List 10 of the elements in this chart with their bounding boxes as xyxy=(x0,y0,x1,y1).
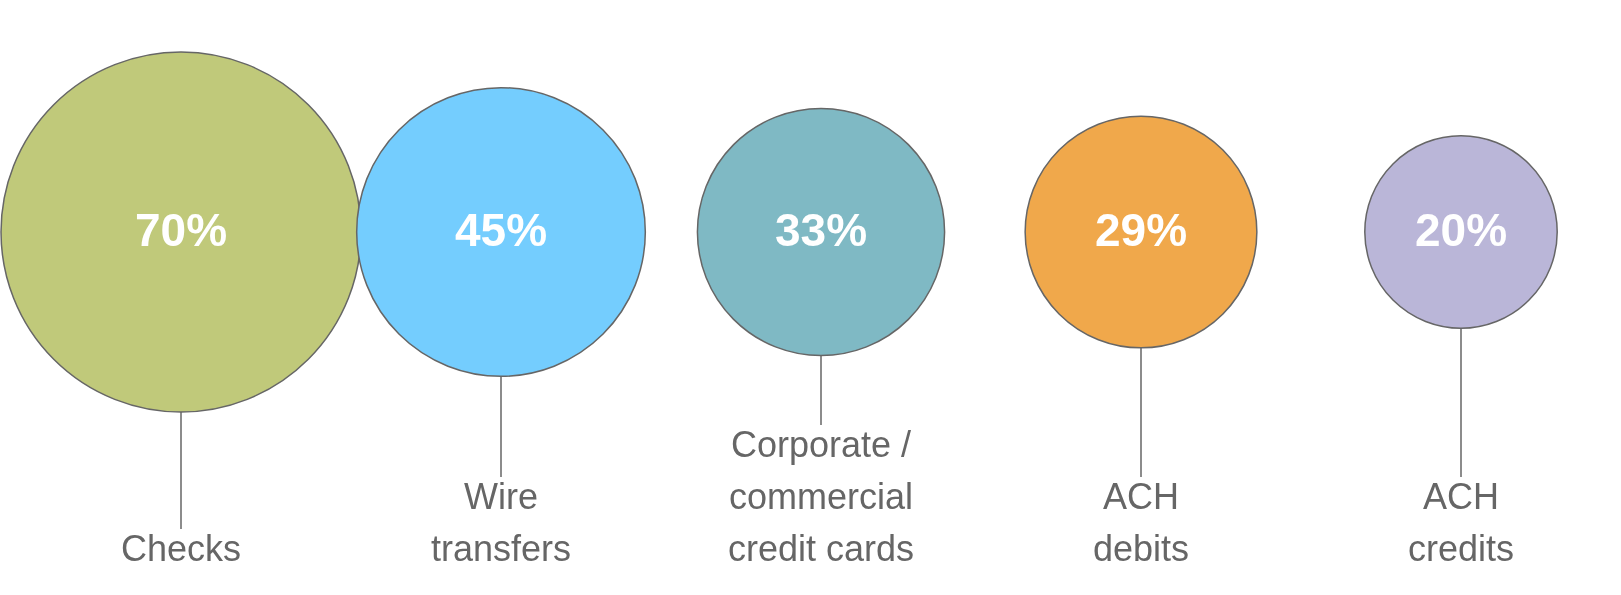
data-label: 29% xyxy=(1094,204,1188,256)
data-label: 45% xyxy=(454,204,548,256)
category-label: ACH credits xyxy=(1407,476,1515,569)
data-label: 20% xyxy=(1414,204,1508,256)
data-label: 33% xyxy=(774,204,868,256)
category-label: Checks xyxy=(120,528,242,569)
category-label: Corporate / commercial credit cards xyxy=(727,424,915,569)
data-label: 70% xyxy=(134,204,228,256)
category-label: ACH debits xyxy=(1092,476,1190,569)
category-label: Wire transfers xyxy=(430,476,572,569)
